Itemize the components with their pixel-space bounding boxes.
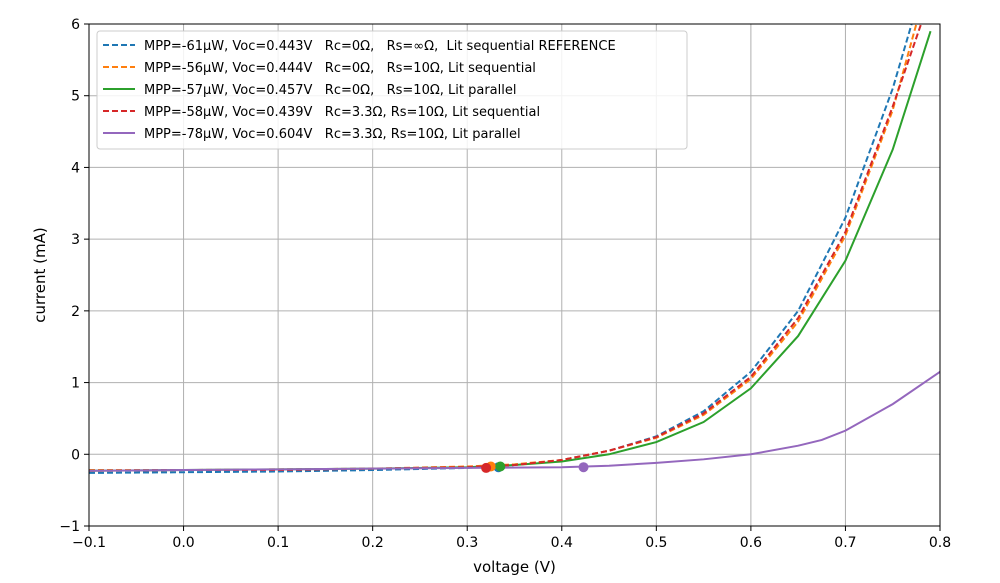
legend: MPP=-61µW, Voc=0.443V Rc=0Ω, Rs=∞Ω, Lit … [96,30,688,150]
series-line-1 [89,24,913,474]
x-tick-label: 0.3 [456,535,478,551]
y-tick-label: −1 [59,519,80,535]
legend-label-2: MPP=-56µW, Voc=0.444V Rc=0Ω, Rs=10Ω, Lit… [144,61,536,76]
y-tick-label: 5 [71,89,80,105]
legend-label-3: MPP=-57µW, Voc=0.457V Rc=0Ω, Rs=10Ω, Lit… [144,83,517,98]
x-tick-label: 0.5 [645,535,667,551]
plot-frame [88,23,941,527]
x-axis-label: voltage (V) [473,558,556,576]
legend-label-4: MPP=-58µW, Voc=0.439V Rc=3.3Ω, Rs=10Ω, L… [144,105,540,120]
y-tick-label: 0 [71,447,80,463]
mpp-marker-5 [578,462,589,473]
series-lines [89,24,940,474]
x-tick-label: 0.0 [172,535,194,551]
x-tick-label: 0.1 [267,535,289,551]
mpp-markers [481,461,589,473]
y-tick-label: 1 [71,376,80,392]
x-tick-label: 0.7 [834,535,856,551]
y-tick-label: 4 [71,160,80,176]
x-tick-label: −0.1 [72,535,106,551]
mpp-marker-4 [481,462,492,473]
axis-ticks: −0.1 0.0 0.1 0.2 0.3 0.4 0.5 0.6 0.7 0.8 −1 0 1 2 3 4 5 6 [59,17,951,551]
x-tick-label: 0.6 [740,535,762,551]
x-tick-label: 0.4 [551,535,573,551]
series-line-5 [89,370,940,472]
legend-box [96,30,688,150]
x-tick-label: 0.8 [929,535,951,551]
mpp-marker-3 [495,461,506,472]
legend-label-1: MPP=-61µW, Voc=0.443V Rc=0Ω, Rs=∞Ω, Lit … [144,39,616,54]
y-tick-label: 6 [71,17,80,33]
x-tick-label: 0.2 [362,535,384,551]
y-tick-label: 2 [71,304,80,320]
y-tick-label: 3 [71,232,80,248]
legend-label-5: MPP=-78µW, Voc=0.604V Rc=3.3Ω, Rs=10Ω, L… [144,127,521,142]
y-axis-label: current (mA) [31,227,49,322]
